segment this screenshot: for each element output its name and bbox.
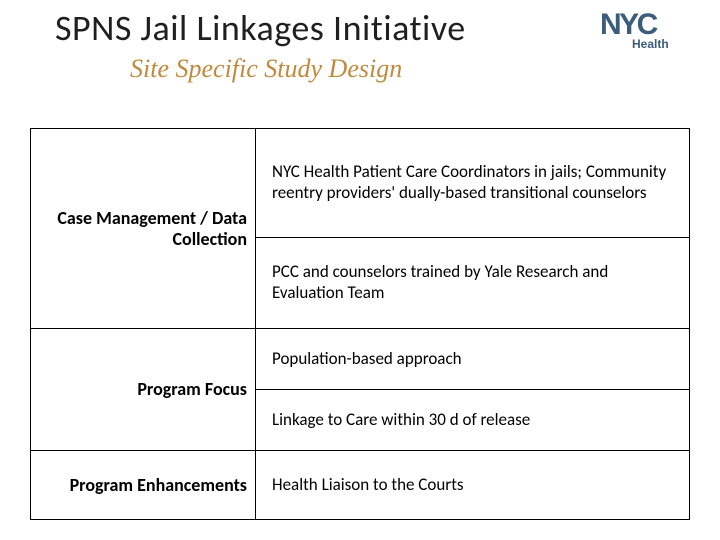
row-value-program-enhancements-1: Health Liaison to the Courts [256, 451, 690, 520]
row-value-program-focus-1: Population-based approach [256, 329, 690, 390]
slide: { "header": { "title": "SPNS Jail Linkag… [0, 0, 720, 540]
row-label-program-focus: Program Focus [31, 329, 256, 451]
nyc-health-logo: NYC Health [600, 12, 692, 51]
row-label-program-enhancements: Program Enhancements [31, 451, 256, 520]
logo-sub-text: Health [632, 37, 692, 51]
logo-main-text: NYC [600, 12, 692, 38]
row-value-case-management-2: PCC and counselors trained by Yale Resea… [256, 238, 690, 329]
row-label-case-management: Case Management / Data Collection [31, 129, 256, 329]
page-subtitle: Site Specific Study Design [130, 54, 402, 84]
row-value-program-focus-2: Linkage to Care within 30 d of release [256, 390, 690, 451]
page-title: SPNS Jail Linkages Initiative [55, 6, 466, 50]
row-value-case-management-1: NYC Health Patient Care Coordinators in … [256, 129, 690, 238]
content-table: Case Management / Data Collection NYC He… [30, 128, 690, 520]
